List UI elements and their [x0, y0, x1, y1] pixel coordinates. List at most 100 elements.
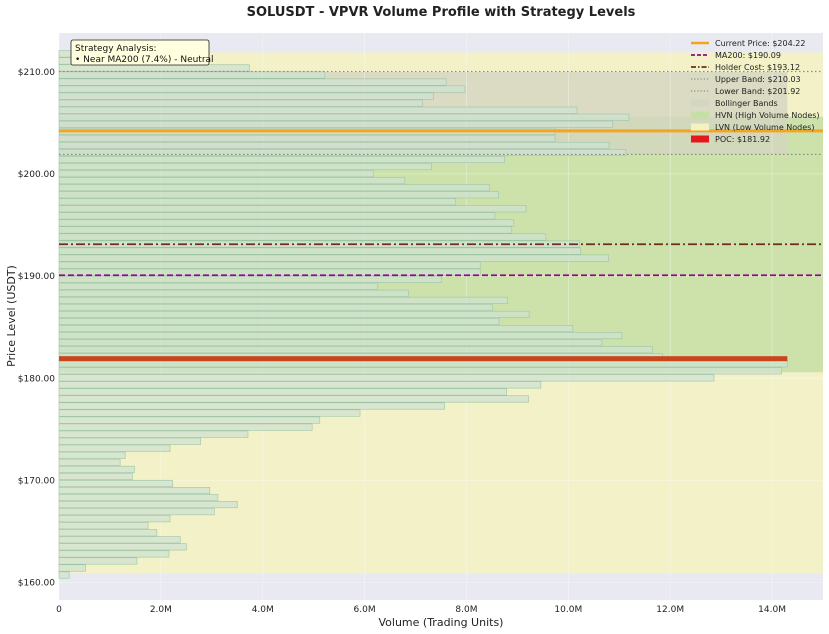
y-tick-label-0: $160.00	[18, 579, 55, 589]
volume-bar-34	[58, 332, 623, 340]
y-axis-label: Price Level (USDT)	[5, 265, 18, 367]
volume-bar-36	[58, 317, 500, 326]
volume-bar-62	[58, 134, 556, 142]
legend-swatch-6	[691, 111, 709, 119]
volume-bar-41	[58, 282, 379, 290]
chart-title: SOLUSDT - VPVR Volume Profile with Strat…	[247, 5, 636, 20]
legend-swatch-8	[691, 135, 709, 143]
volume-bar-4	[58, 543, 187, 551]
x-tick-label-3: 6.0M	[354, 605, 376, 615]
annotation-box	[70, 39, 210, 66]
axis-ticks: 0 2.0M 4.0M 6.0M 8.0M 10.0M 12.0M 14.0M $160.00 $…	[18, 68, 786, 615]
volume-bar-59	[58, 156, 505, 164]
volume-bar-64	[58, 120, 613, 128]
x-tick-label-1: 2.0M	[150, 605, 172, 615]
volume-bar-10	[58, 501, 238, 509]
volume-bar-24	[58, 402, 445, 410]
volume-bar-49	[58, 226, 513, 234]
volume-bar-55	[58, 184, 490, 192]
volume-bar-61	[58, 141, 610, 149]
volume-bar-28	[58, 374, 715, 382]
volume-bar-6	[58, 529, 158, 537]
legend-entry-2: Holder Cost: $193.12	[715, 63, 800, 72]
y-tick-label-1: $170.00	[18, 476, 55, 486]
volume-bar-13	[58, 479, 173, 487]
volume-bar-3	[58, 550, 170, 558]
volume-bar-19	[58, 437, 201, 445]
volume-bar-65	[58, 113, 630, 121]
volume-bar-17	[58, 451, 126, 459]
volume-bar-16	[58, 458, 121, 466]
volume-bar-2	[58, 557, 138, 565]
volume-bar-39	[58, 296, 509, 304]
volume-bar-52	[58, 205, 527, 213]
volume-bar-44	[58, 261, 481, 269]
volume-bar-60	[58, 148, 627, 157]
volume-bar-70	[58, 78, 447, 86]
x-tick-label-0: 0	[56, 605, 62, 615]
volume-bar-71	[58, 71, 326, 79]
volume-bar-69	[58, 85, 466, 93]
volume-bar-74	[58, 50, 73, 58]
volume-bar-18	[58, 444, 171, 452]
legend-swatch-7	[691, 123, 709, 131]
volume-bar-5	[58, 536, 181, 544]
y-tick-label-4: $200.00	[18, 170, 55, 180]
volume-bar-25	[58, 395, 529, 403]
volume-bar-48	[58, 233, 547, 241]
volume-bar-72	[58, 64, 250, 72]
volume-bar-35	[58, 325, 574, 333]
y-tick-label-2: $180.00	[18, 374, 55, 384]
x-tick-label-4: 8.0M	[455, 605, 477, 615]
volume-bar-8	[58, 515, 171, 523]
volume-bar-26	[58, 388, 508, 396]
poc-bar	[59, 356, 788, 362]
volume-bar-27	[58, 381, 542, 389]
legend-entry-4: Lower Band: $201.92	[715, 87, 800, 96]
volume-bar-0	[58, 571, 70, 579]
legend-entry-0: Current Price: $204.22	[715, 39, 805, 48]
volume-bar-53	[58, 198, 457, 206]
annotation-title: Strategy Analysis:	[75, 44, 157, 54]
strategy-annotation: Strategy Analysis: • Near MA200 (7.4%) -…	[70, 39, 214, 66]
volume-bar-12	[58, 486, 211, 495]
volume-bar-51	[58, 212, 496, 220]
volume-bar-67	[58, 99, 423, 107]
volume-bar-54	[58, 191, 499, 199]
poc-layer	[59, 356, 788, 362]
volume-bar-42	[58, 275, 442, 283]
volume-bar-22	[58, 416, 321, 424]
volume-bar-20	[58, 430, 249, 438]
x-tick-label-7: 14.0M	[758, 605, 786, 615]
volume-bar-15	[58, 465, 135, 473]
volume-bar-38	[58, 303, 493, 311]
volume-bar-46	[58, 247, 581, 255]
y-tick-label-5: $210.00	[18, 68, 55, 78]
legend-swatch-5	[691, 99, 709, 107]
volume-bar-1	[58, 564, 86, 572]
strategy-levels	[59, 70, 823, 277]
legend-entry-8: POC: $181.92	[715, 135, 770, 144]
volume-bar-40	[58, 289, 409, 297]
y-tick-label-3: $190.00	[18, 272, 55, 282]
legend: Current Price: $204.22 MA200: $190.09 Hold…	[691, 39, 820, 144]
legend-entry-7: LVN (Low Volume Nodes)	[715, 123, 814, 132]
volume-bar-58	[58, 163, 432, 171]
volume-bar-66	[58, 106, 578, 114]
volume-bar-9	[58, 508, 215, 516]
legend-entry-3: Upper Band: $210.03	[715, 75, 801, 84]
x-tick-label-2: 4.0M	[252, 605, 274, 615]
volume-bar-11	[58, 494, 219, 502]
volume-bar-37	[58, 310, 530, 318]
volume-bar-57	[58, 170, 375, 178]
x-axis-label: Volume (Trading Units)	[379, 616, 504, 629]
x-tick-label-6: 12.0M	[656, 605, 684, 615]
volume-bar-33	[58, 339, 603, 347]
volume-bar-32	[58, 346, 653, 354]
volume-bar-29	[58, 367, 783, 375]
volume-bar-23	[58, 409, 361, 417]
volume-bar-56	[58, 177, 406, 185]
volume-bar-45	[58, 254, 609, 262]
legend-entry-1: MA200: $190.09	[715, 51, 781, 60]
